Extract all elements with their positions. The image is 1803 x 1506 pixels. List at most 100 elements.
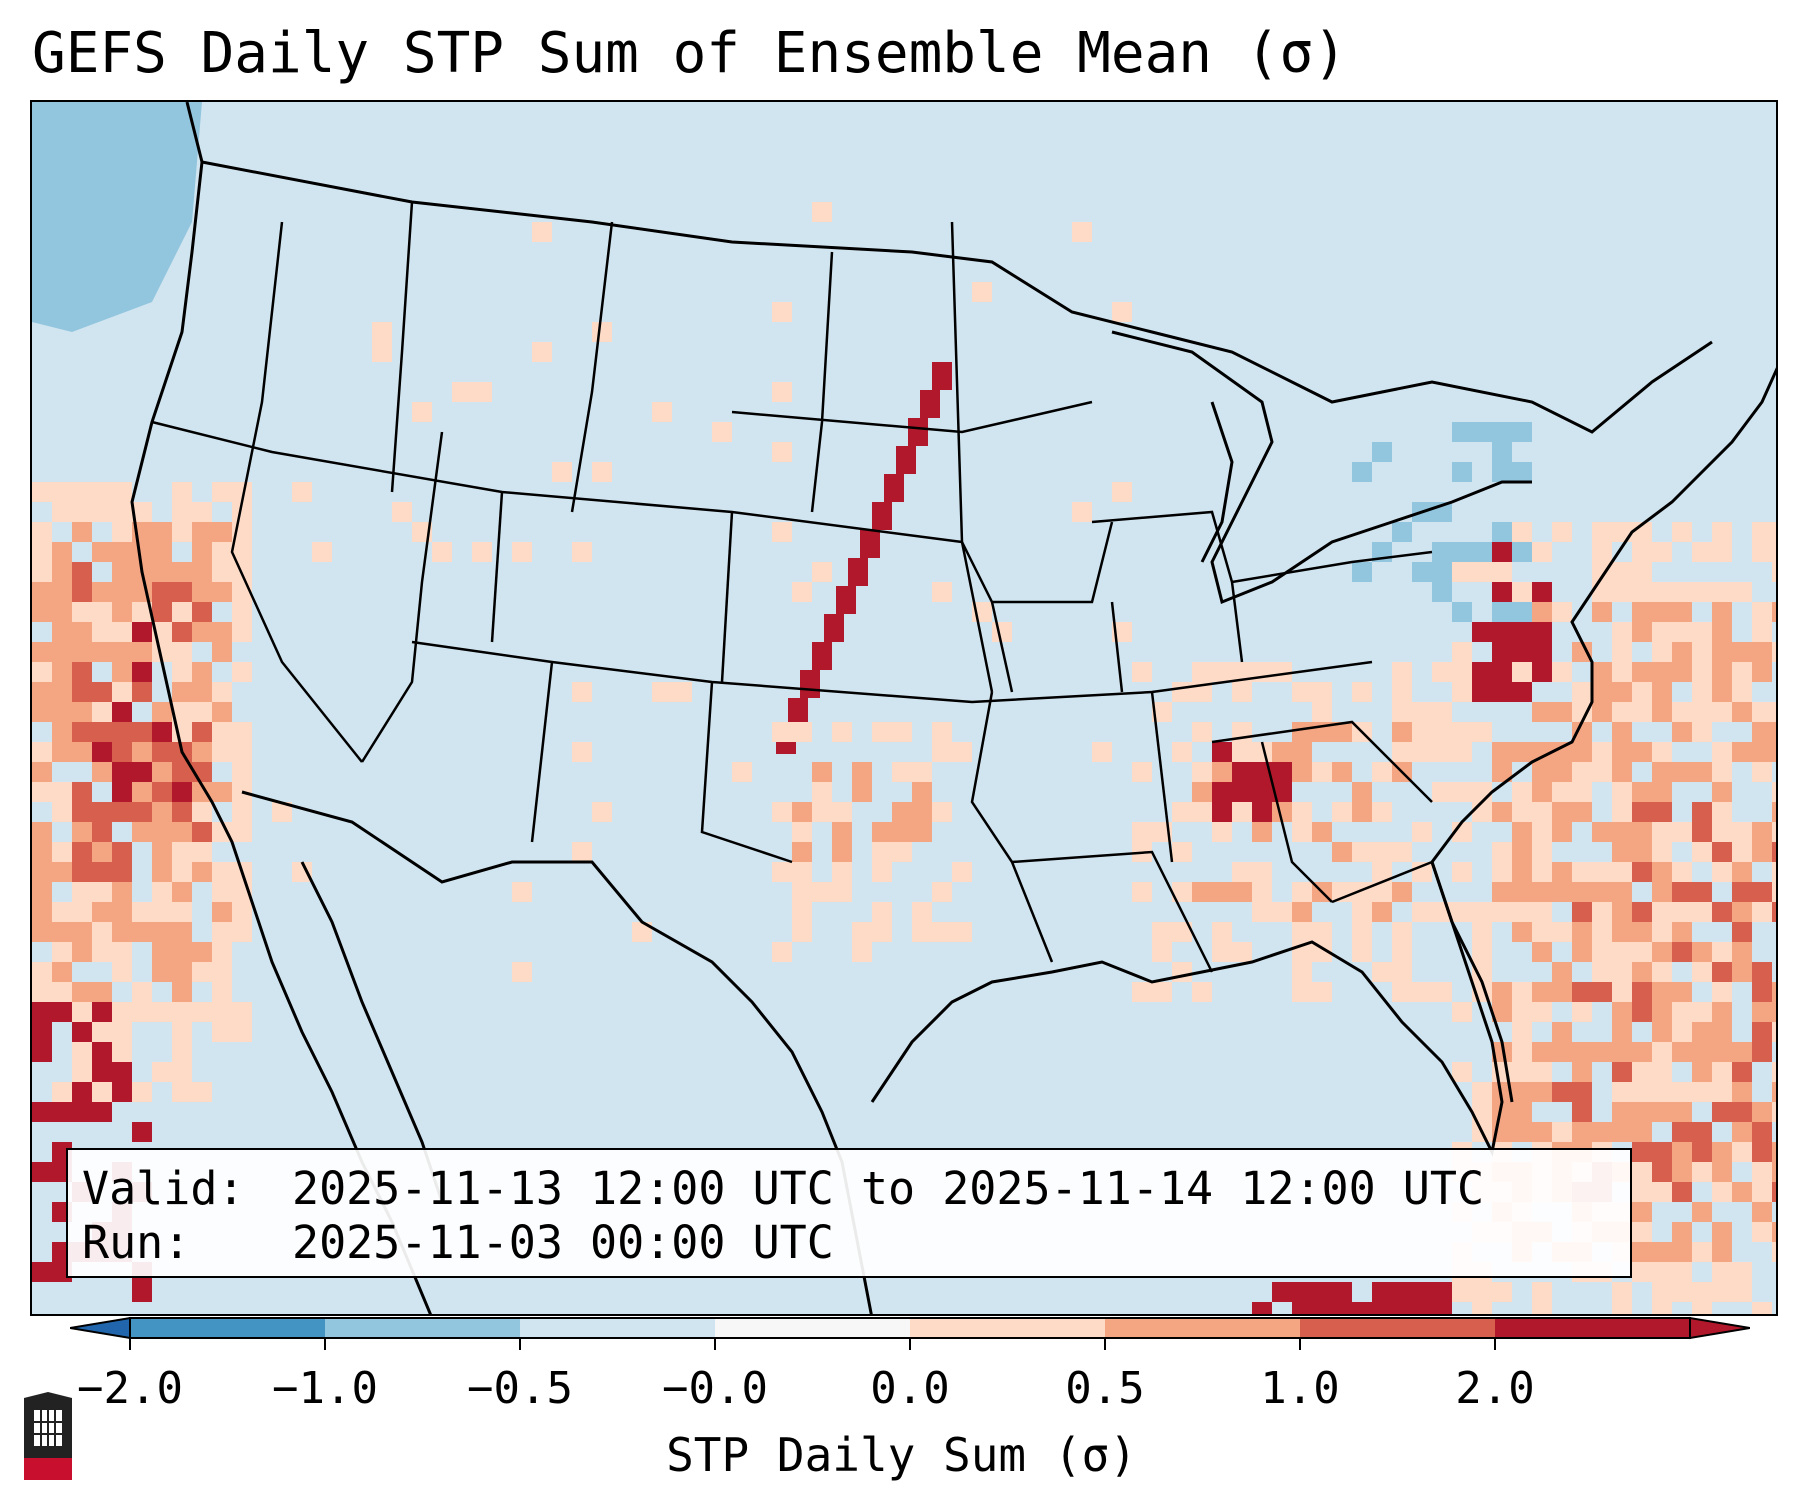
anomaly-cell xyxy=(1572,742,1592,762)
anomaly-cell xyxy=(132,662,152,682)
anomaly-cell xyxy=(832,842,852,862)
anomaly-cell xyxy=(232,1022,252,1042)
anomaly-cell xyxy=(1772,742,1776,762)
anomaly-cell xyxy=(1632,1222,1652,1242)
anomaly-cell xyxy=(1572,722,1592,742)
anomaly-cell xyxy=(172,1002,192,1022)
anomaly-cell xyxy=(1752,1222,1772,1242)
anomaly-cell xyxy=(1652,982,1672,1002)
anomaly-cell xyxy=(1612,782,1632,802)
anomaly-cell xyxy=(1612,1102,1632,1122)
anomaly-cell xyxy=(1532,642,1552,662)
anomaly-cell xyxy=(800,670,820,698)
anomaly-cell xyxy=(1692,762,1712,782)
anomaly-cell xyxy=(1692,1242,1712,1262)
anomaly-cell xyxy=(92,482,112,502)
anomaly-cell xyxy=(152,722,172,742)
anomaly-cell xyxy=(952,922,972,942)
anomaly-cell xyxy=(112,582,132,602)
anomaly-cell xyxy=(112,662,132,682)
anomaly-cell xyxy=(192,782,212,802)
anomaly-cell xyxy=(1512,982,1532,1002)
anomaly-cell xyxy=(1392,682,1412,702)
anomaly-cell xyxy=(1192,722,1212,742)
anomaly-cell xyxy=(172,582,192,602)
anomaly-cell xyxy=(1712,822,1732,842)
anomaly-cell xyxy=(1692,582,1712,602)
anomaly-cell xyxy=(972,282,992,302)
anomaly-cell xyxy=(772,942,792,962)
anomaly-cell xyxy=(1552,862,1572,882)
anomaly-cell xyxy=(1332,802,1352,822)
anomaly-cell xyxy=(792,902,812,922)
valid-label: Valid: xyxy=(82,1162,245,1215)
anomaly-cell xyxy=(832,802,852,822)
anomaly-cell xyxy=(92,982,112,1002)
anomaly-cell xyxy=(1652,1042,1672,1062)
anomaly-cell xyxy=(1672,662,1692,682)
anomaly-cell xyxy=(1732,1102,1752,1122)
anomaly-cell xyxy=(1452,1282,1472,1302)
anomaly-cell xyxy=(932,882,952,902)
valid-value: 2025-11-13 12:00 UTC to 2025-11-14 12:00… xyxy=(292,1162,1485,1215)
anomaly-cell xyxy=(1732,642,1752,662)
anomaly-cell xyxy=(1512,1102,1532,1122)
anomaly-cell xyxy=(92,842,112,862)
colorbar-tick-label: 1.0 xyxy=(1260,1363,1340,1414)
anomaly-cell xyxy=(52,482,72,502)
anomaly-cell xyxy=(1612,1282,1632,1302)
anomaly-cell xyxy=(1632,742,1652,762)
anomaly-cell xyxy=(1212,822,1232,842)
anomaly-cell xyxy=(212,642,232,662)
anomaly-cell xyxy=(1312,982,1332,1002)
anomaly-cell xyxy=(1532,1082,1552,1102)
colorbar-bin xyxy=(130,1318,325,1338)
anomaly-cells xyxy=(32,202,1776,1314)
anomaly-cell xyxy=(132,722,152,742)
anomaly-cell xyxy=(1512,642,1532,662)
anomaly-cell xyxy=(172,1082,192,1102)
anomaly-cell xyxy=(1212,662,1232,682)
anomaly-cell xyxy=(92,622,112,642)
anomaly-cell xyxy=(1452,782,1472,802)
anomaly-cell xyxy=(1692,1282,1712,1302)
anomaly-cell xyxy=(1712,1222,1732,1242)
anomaly-cell xyxy=(132,1282,152,1302)
anomaly-cell xyxy=(1732,1082,1752,1102)
anomaly-cell xyxy=(72,862,92,882)
anomaly-cell xyxy=(1472,542,1492,562)
state-borders xyxy=(151,201,1433,973)
anomaly-cell xyxy=(1512,542,1532,562)
anomaly-cell xyxy=(152,642,172,662)
anomaly-cell xyxy=(1712,662,1732,682)
anomaly-cell xyxy=(132,502,152,522)
anomaly-cell xyxy=(772,862,792,882)
anomaly-cell xyxy=(1672,1162,1692,1182)
anomaly-cell xyxy=(272,802,292,822)
anomaly-cell xyxy=(1532,942,1552,962)
anomaly-cell xyxy=(1612,702,1632,722)
anomaly-cell xyxy=(232,622,252,642)
anomaly-cell xyxy=(1532,902,1552,922)
anomaly-cell xyxy=(1652,602,1672,622)
anomaly-cell xyxy=(192,942,212,962)
anomaly-cell xyxy=(1712,982,1732,1002)
anomaly-cell xyxy=(1232,942,1252,962)
anomaly-cell xyxy=(1672,1042,1692,1062)
anomaly-cell xyxy=(908,418,928,446)
anomaly-cell xyxy=(1552,802,1572,822)
anomaly-cell xyxy=(1752,1302,1772,1314)
anomaly-cell xyxy=(1532,542,1552,562)
anomaly-cell xyxy=(1352,462,1372,482)
anomaly-cell xyxy=(1492,562,1512,582)
anomaly-cell xyxy=(1672,1002,1692,1022)
anomaly-cell xyxy=(1652,802,1672,822)
anomaly-cell xyxy=(1492,742,1512,762)
anomaly-cell xyxy=(1612,822,1632,842)
anomaly-cell xyxy=(632,922,652,942)
anomaly-cell xyxy=(1552,982,1572,1002)
anomaly-cell xyxy=(912,762,932,782)
anomaly-cell xyxy=(1672,582,1692,602)
anomaly-cell xyxy=(1412,1282,1432,1302)
anomaly-cell xyxy=(212,1002,232,1022)
